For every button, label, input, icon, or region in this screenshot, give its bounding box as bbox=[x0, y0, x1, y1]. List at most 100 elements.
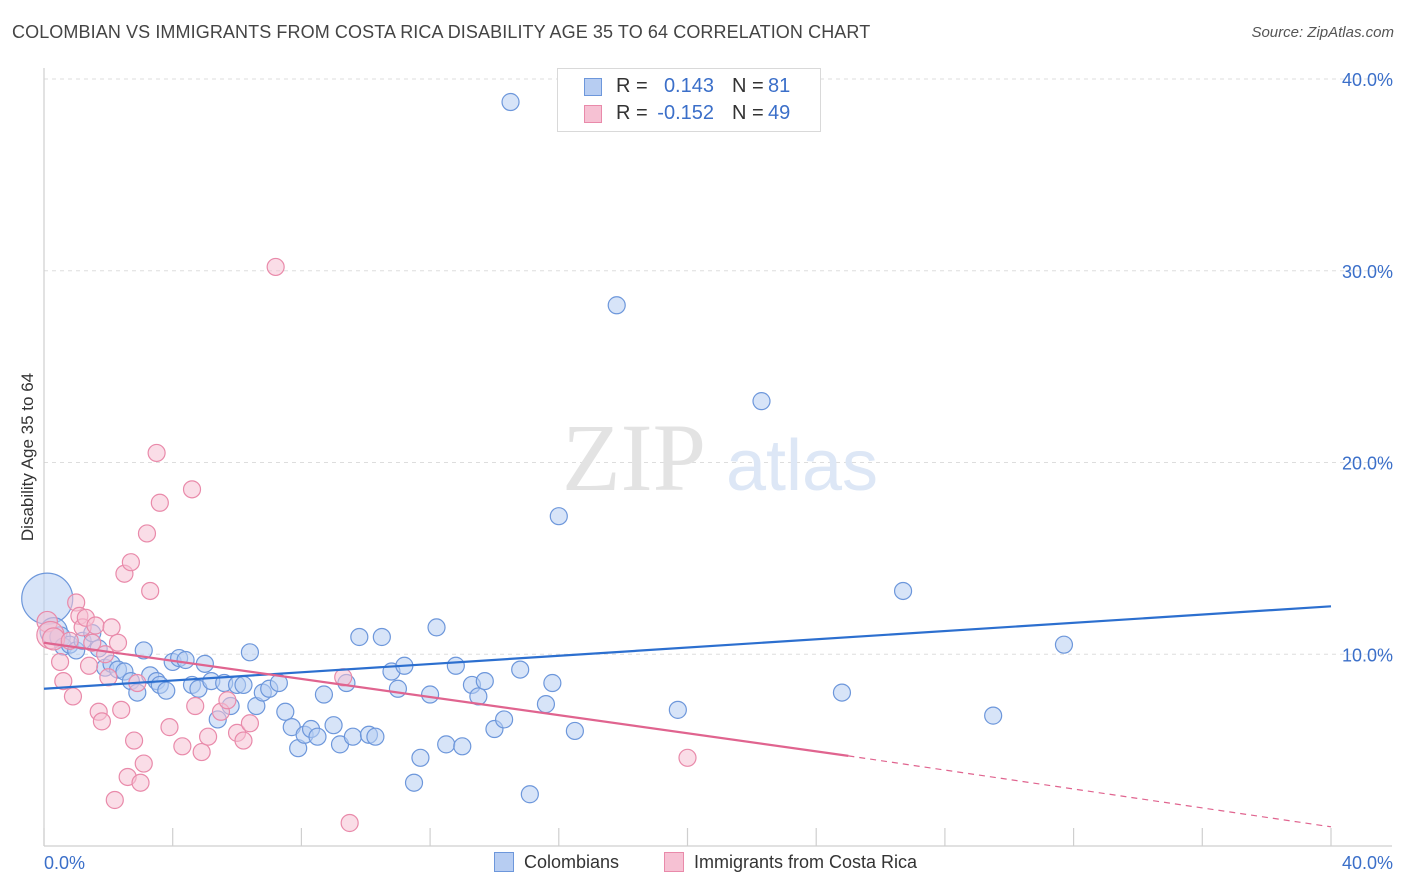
costa-rica-point bbox=[54, 671, 73, 691]
watermark-atlas: atlas bbox=[726, 426, 878, 506]
legend-n-value: 49 bbox=[768, 102, 791, 124]
colombian-point bbox=[427, 618, 446, 637]
costa-rica-point bbox=[131, 773, 150, 792]
legend-r-value: 0.143 bbox=[663, 75, 714, 97]
costa-rica-point bbox=[678, 748, 697, 767]
bottom-legend-colombians: Colombians bbox=[494, 852, 619, 873]
y-tick-label: 40.0% bbox=[1342, 70, 1393, 90]
costa-rica-point bbox=[240, 714, 260, 733]
costa-rica-point bbox=[234, 731, 253, 750]
costa-rica-point bbox=[198, 727, 218, 746]
costa-rica-point bbox=[160, 718, 179, 737]
chart-title: COLOMBIAN VS IMMIGRANTS FROM COSTA RICA … bbox=[12, 22, 871, 42]
colombian-point bbox=[549, 507, 568, 526]
colombian-point bbox=[366, 727, 385, 746]
costa-rica-point bbox=[86, 616, 105, 635]
costa-rica-point bbox=[124, 731, 144, 750]
costa-rica-point bbox=[137, 524, 157, 543]
costa-rica-point bbox=[99, 668, 118, 687]
legend-r-label: R = bbox=[616, 75, 648, 97]
colombian-point bbox=[421, 685, 440, 704]
colombian-point bbox=[1054, 635, 1074, 654]
legend-r-label: R = bbox=[616, 102, 648, 124]
stats-legend: R = 0.143 N = 81 R = -0.152 N = 49 bbox=[557, 68, 821, 132]
x-tick-label: 40.0% bbox=[1342, 853, 1393, 873]
costa-rica-point bbox=[141, 581, 160, 601]
costa-rica-point bbox=[102, 618, 121, 637]
costa-rica-point bbox=[150, 493, 169, 512]
legend-n-label: N = bbox=[732, 75, 764, 97]
costa-rica-point bbox=[108, 633, 128, 652]
legend-r-value: -0.152 bbox=[657, 102, 714, 124]
colombian-point bbox=[495, 710, 514, 729]
bottom-legend-swatch-blue bbox=[494, 852, 514, 872]
colombian-point bbox=[240, 643, 260, 662]
colombian-point bbox=[404, 773, 424, 792]
costa-rica-point bbox=[50, 652, 70, 672]
colombian-point bbox=[536, 695, 556, 714]
colombian-point bbox=[475, 671, 494, 691]
colombian-point bbox=[984, 706, 1003, 725]
colombian-point bbox=[276, 702, 295, 721]
colombian-point bbox=[543, 673, 562, 693]
bottom-legend-swatch-pink bbox=[664, 852, 684, 872]
colombian-point bbox=[511, 660, 530, 679]
colombian-point bbox=[501, 92, 520, 112]
colombian-point bbox=[565, 721, 584, 741]
costa-rica-trend-extension bbox=[848, 755, 1332, 828]
bottom-legend-label-colombians: Colombians bbox=[524, 852, 620, 872]
colombian-point bbox=[372, 627, 391, 647]
colombians-trend-line bbox=[43, 605, 1332, 690]
costa-rica-point bbox=[105, 790, 124, 810]
y-axis-label: Disability Age 35 to 64 bbox=[18, 372, 37, 542]
costa-rica-trend-line bbox=[43, 641, 849, 757]
bottom-legend-label-costa-rica: Immigrants from Costa Rica bbox=[694, 852, 918, 872]
costa-rica-point bbox=[147, 443, 166, 463]
colombian-point bbox=[453, 737, 472, 756]
costa-rica-point bbox=[192, 742, 211, 762]
y-tick-label: 20.0% bbox=[1342, 454, 1393, 474]
colombian-point bbox=[234, 675, 253, 695]
costa-rica-point bbox=[79, 656, 99, 675]
legend-swatch-blue bbox=[584, 78, 602, 96]
colombian-point bbox=[388, 679, 408, 698]
colombian-point bbox=[157, 681, 176, 700]
costa-rica-point bbox=[92, 712, 112, 731]
costa-rica-point bbox=[266, 257, 285, 277]
colombian-point bbox=[893, 581, 913, 601]
costa-rica-point bbox=[63, 687, 83, 706]
bottom-legend-costa-rica: Immigrants from Costa Rica bbox=[664, 852, 917, 873]
costa-rica-point bbox=[186, 696, 205, 716]
costa-rica-point bbox=[218, 691, 237, 710]
x-tick-label: 0.0% bbox=[44, 853, 85, 873]
colombian-point bbox=[134, 641, 153, 660]
colombian-point bbox=[308, 727, 327, 746]
colombian-point bbox=[437, 735, 456, 754]
colombian-point bbox=[607, 296, 626, 315]
y-tick-label: 30.0% bbox=[1342, 262, 1393, 282]
legend-swatch-pink bbox=[584, 105, 602, 123]
colombian-point bbox=[668, 700, 687, 719]
source-credit: Source: ZipAtlas.com bbox=[1251, 24, 1394, 41]
colombian-point bbox=[324, 716, 343, 735]
costa-rica-point bbox=[340, 813, 359, 833]
costa-rica-point bbox=[83, 633, 102, 652]
costa-rica-point bbox=[112, 700, 131, 719]
colombian-point bbox=[446, 656, 465, 675]
watermark-zip: ZIP bbox=[562, 404, 706, 511]
costa-rica-point bbox=[182, 480, 202, 499]
y-tick-label: 10.0% bbox=[1342, 645, 1393, 665]
colombian-point bbox=[832, 683, 852, 702]
colombian-point bbox=[176, 650, 195, 670]
colombian-point bbox=[752, 392, 771, 411]
legend-n-label: N = bbox=[732, 102, 764, 124]
costa-rica-point bbox=[121, 553, 140, 572]
colombian-point bbox=[343, 727, 362, 746]
legend-n-value: 81 bbox=[768, 75, 791, 97]
costa-rica-point bbox=[134, 754, 153, 773]
colombian-point bbox=[411, 748, 430, 767]
costa-rica-point bbox=[173, 737, 192, 756]
colombian-point bbox=[350, 627, 369, 647]
colombian-point bbox=[520, 785, 539, 804]
